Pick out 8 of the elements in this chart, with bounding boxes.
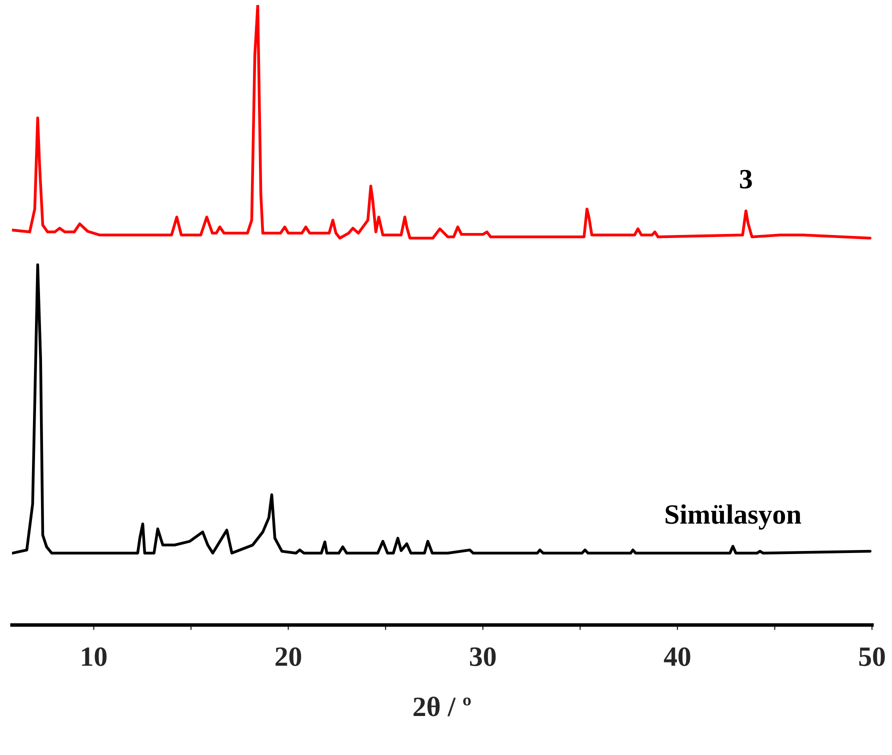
x-tick-label: 30 (470, 647, 496, 666)
series-label: Simülasyon (666, 504, 802, 530)
x-tick-label: 20 (276, 647, 302, 666)
series-label: 3 (740, 170, 752, 189)
x-tick-label: 50 (859, 647, 885, 666)
x-tick-label: 10 (82, 647, 107, 666)
x-tick-label: 40 (664, 647, 690, 666)
x-axis-title: 2θ / º (414, 696, 471, 716)
